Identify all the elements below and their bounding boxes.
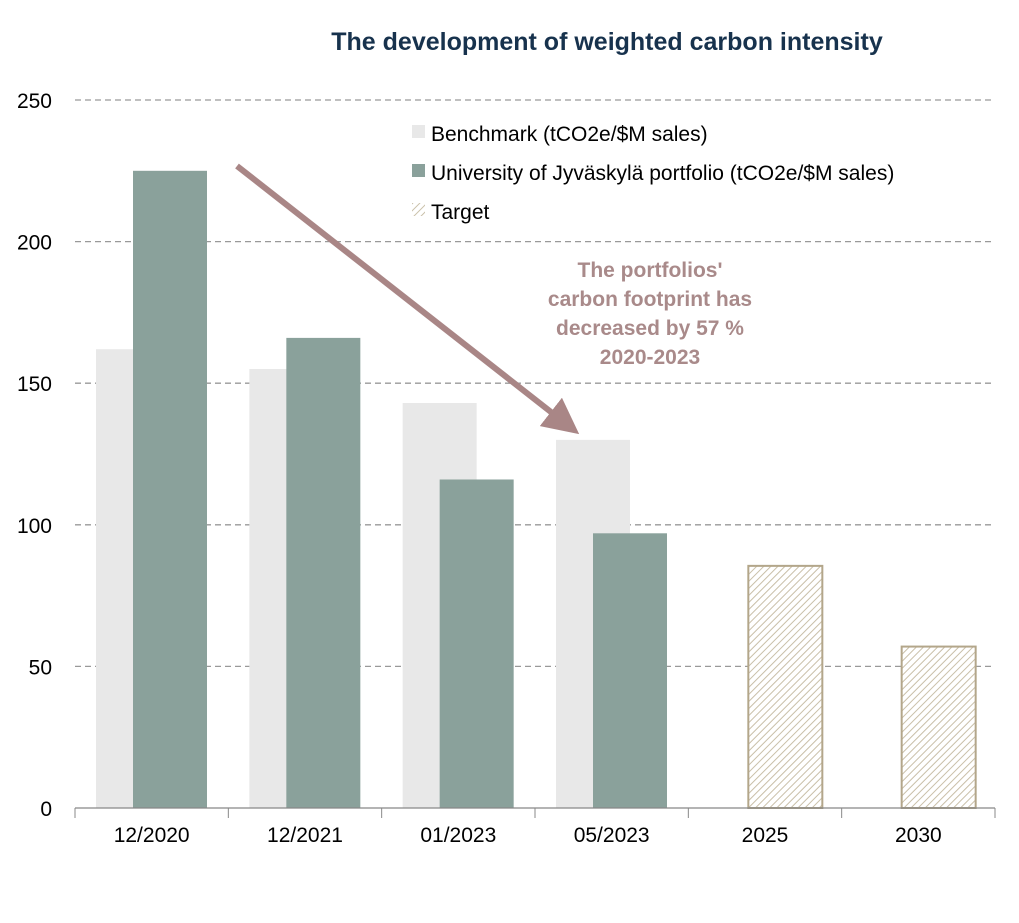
annotation-text: The portfolios' bbox=[578, 259, 723, 282]
annotation-text: 2020-2023 bbox=[600, 346, 700, 369]
legend-swatch bbox=[412, 164, 425, 177]
legend-label: Benchmark (tCO2e/$M sales) bbox=[431, 123, 708, 146]
bar-target bbox=[900, 645, 977, 809]
bar-portfolio bbox=[133, 170, 207, 809]
y-tick-label: 250 bbox=[17, 90, 52, 113]
y-tick-label: 150 bbox=[17, 373, 52, 396]
trend-arrow bbox=[235, 163, 580, 435]
x-tick-label: 12/2021 bbox=[267, 824, 343, 847]
bar-portfolio bbox=[593, 533, 667, 808]
legend-swatch bbox=[412, 125, 425, 138]
bar-portfolio bbox=[286, 337, 361, 808]
y-tick-label: 100 bbox=[17, 515, 52, 538]
annotation-text: carbon footprint has bbox=[548, 288, 752, 311]
bar-target bbox=[747, 564, 824, 810]
legend-swatch bbox=[412, 203, 425, 216]
x-tick-label: 2025 bbox=[742, 824, 789, 847]
y-tick-label: 0 bbox=[40, 798, 52, 821]
x-tick-label: 01/2023 bbox=[420, 824, 496, 847]
x-tick-label: 12/2020 bbox=[114, 824, 190, 847]
y-tick-label: 50 bbox=[29, 656, 52, 679]
y-tick-label: 200 bbox=[17, 232, 52, 255]
x-tick-label: 05/2023 bbox=[574, 824, 650, 847]
legend-label: University of Jyväskylä portfolio (tCO2e… bbox=[431, 162, 894, 185]
x-tick-label: 2030 bbox=[895, 824, 942, 847]
bar-portfolio bbox=[439, 479, 514, 808]
legend-label: Target bbox=[431, 201, 490, 224]
chart-title: The development of weighted carbon inten… bbox=[331, 28, 883, 56]
annotation-text: decreased by 57 % bbox=[556, 317, 744, 340]
